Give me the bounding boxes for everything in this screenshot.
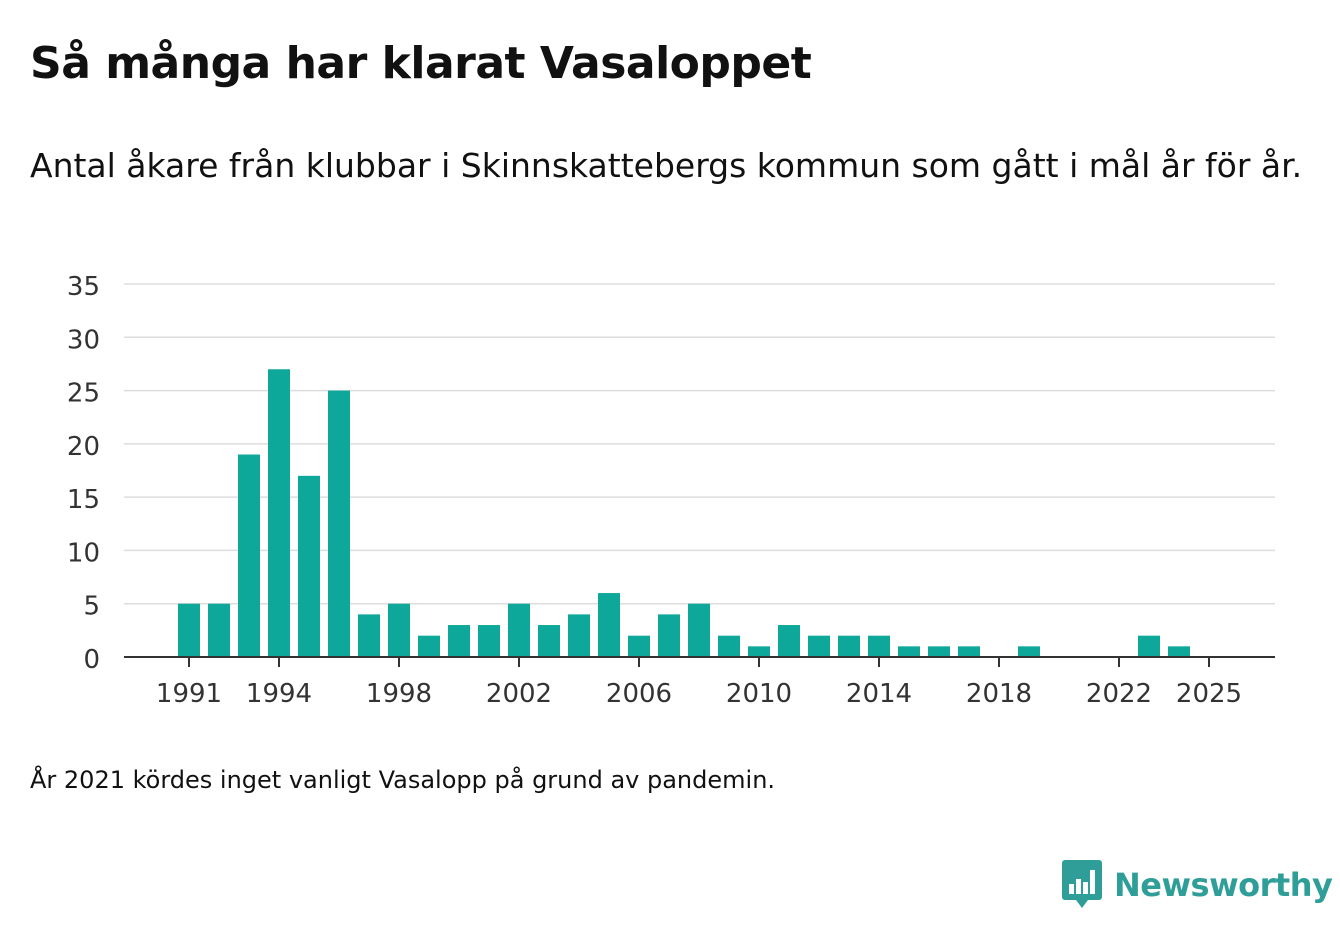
x-tick-label-2010: 2010 — [726, 679, 792, 709]
bars — [178, 369, 1190, 657]
bar-1998 — [388, 603, 410, 657]
y-tick-label-25: 25 — [67, 379, 100, 409]
bar-1993 — [238, 454, 260, 657]
newsworthy-logo[interactable]: Newsworthy — [1062, 860, 1333, 910]
x-tick-label-2025: 2025 — [1176, 679, 1242, 709]
bar-2014 — [868, 635, 890, 657]
footnote: År 2021 kördes inget vanligt Vasalopp på… — [30, 766, 776, 794]
bar-2009 — [718, 635, 740, 657]
x-tick-label-2014: 2014 — [846, 679, 912, 709]
bar-1996 — [328, 390, 350, 657]
bar-2017 — [958, 646, 980, 657]
x-tick-label-1998: 1998 — [366, 679, 432, 709]
y-tick-label-30: 30 — [67, 325, 100, 355]
y-tick-label-5: 5 — [83, 592, 100, 622]
y-tick-label-15: 15 — [67, 485, 100, 515]
bar-1992 — [208, 603, 230, 657]
bar-2019 — [1018, 646, 1040, 657]
x-tick-label-1991: 1991 — [156, 679, 222, 709]
bar-2015 — [898, 646, 920, 657]
bar-2010 — [748, 646, 770, 657]
bar-1994 — [268, 369, 290, 657]
bar-1999 — [418, 635, 440, 657]
bar-1995 — [298, 475, 320, 657]
x-axis: 1991 1994 1998 2002 2006 2010 2014 2018 2022 2025 — [124, 656, 1275, 709]
bar-2006 — [628, 635, 650, 657]
bar-2023 — [1138, 635, 1160, 657]
y-tick-label-20: 20 — [67, 432, 100, 462]
y-tick-label-10: 10 — [67, 538, 100, 568]
chart-logo-icon — [1062, 860, 1102, 908]
x-tick-label-2006: 2006 — [606, 679, 672, 709]
bar-2002 — [508, 603, 530, 657]
y-tick-label-0: 0 — [83, 645, 100, 675]
x-tick-label-1994: 1994 — [246, 679, 312, 709]
chart-title: Så många har klarat Vasaloppet — [30, 38, 812, 89]
bar-2003 — [538, 625, 560, 657]
bar-2001 — [478, 625, 500, 657]
bar-2013 — [838, 635, 860, 657]
x-tick-label-2022: 2022 — [1086, 679, 1152, 709]
bar-2016 — [928, 646, 950, 657]
bar-1991 — [178, 603, 200, 657]
bar-1997 — [358, 614, 380, 657]
bar-2007 — [658, 614, 680, 657]
bar-2011 — [778, 625, 800, 657]
y-axis: 0 5 10 15 20 25 30 35 — [67, 272, 100, 675]
x-tick-label-2018: 2018 — [966, 679, 1032, 709]
bar-2024 — [1168, 646, 1190, 657]
bar-2012 — [808, 635, 830, 657]
chart-subtitle: Antal åkare från klubbar i Skinnskattebe… — [30, 146, 1303, 185]
bar-2004 — [568, 614, 590, 657]
gridlines — [124, 283, 1275, 605]
brand-name: Newsworthy — [1114, 866, 1333, 904]
bar-2005 — [598, 593, 620, 657]
y-tick-label-35: 35 — [67, 272, 100, 302]
bar-2008 — [688, 603, 710, 657]
x-tick-label-2002: 2002 — [486, 679, 552, 709]
bar-2000 — [448, 625, 470, 657]
